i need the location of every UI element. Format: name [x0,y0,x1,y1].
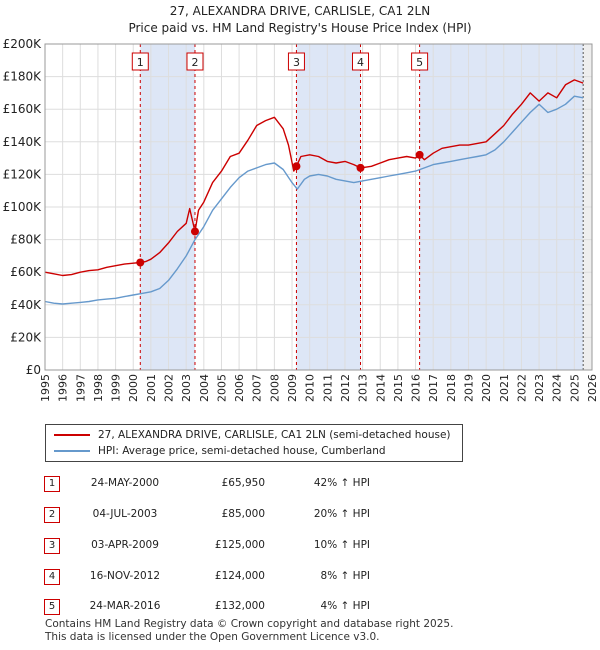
x-tick-label: 2006 [233,374,246,402]
sale-row: 1 24-MAY-2000 £65,950 42% ↑ HPI [0,474,600,494]
series-line-hpi [44,95,584,305]
sale-point [136,258,145,267]
sale-marker-label: 4 [357,56,364,69]
sale-row: 4 16-NOV-2012 £124,000 8% ↑ HPI [0,567,600,587]
x-tick-label: 2003 [180,374,193,402]
x-tick-label: 2019 [462,374,475,402]
footer-line1: Contains HM Land Registry data © Crown c… [45,618,454,630]
sale-price: £85,000 [221,508,265,520]
chart-legend: 27, ALEXANDRA DRIVE, CARLISLE, CA1 2LN (… [45,424,463,462]
y-tick-label: £40K [10,298,42,312]
sale-marker-box [351,52,369,71]
sale-number-badge: 5 [44,599,60,615]
sale-row: 3 03-APR-2009 £125,000 10% ↑ HPI [0,536,600,556]
x-tick-label: 2015 [392,374,405,402]
sale-date: 03-APR-2009 [91,539,159,551]
x-tick-label: 1996 [57,374,70,402]
sale-point [356,163,365,172]
y-tick-label: £100K [3,200,43,214]
sale-hpi-diff: 4% ↑ HPI [320,600,370,612]
sale-date: 16-NOV-2012 [89,570,161,582]
x-tick-label: 2024 [551,374,564,402]
x-tick-label: 2014 [374,374,387,402]
y-tick-label: £160K [3,102,43,116]
sale-point [415,150,424,159]
x-tick-label: 2012 [339,374,352,402]
x-tick-label: 2013 [357,374,370,402]
sale-marker-box [287,52,305,71]
x-tick-label: 2020 [480,374,493,402]
x-tick-label: 1995 [39,374,52,402]
x-tick-label: 2004 [198,374,211,402]
sale-price: £65,950 [221,477,265,489]
sale-number-badge: 2 [44,507,60,523]
x-tick-label: 1999 [110,374,123,402]
sale-point [190,227,199,236]
legend-item-hpi: HPI: Average price, semi-detached house,… [54,443,386,459]
x-tick-label: 2023 [533,374,546,402]
x-tick-label: 2002 [163,374,176,402]
y-tick-label: £60K [10,265,42,279]
legend-item-property: 27, ALEXANDRA DRIVE, CARLISLE, CA1 2LN (… [54,427,451,443]
x-tick-label: 2008 [268,374,281,402]
x-tick-label: 2021 [498,374,511,402]
sale-date: 24-MAY-2000 [90,477,160,489]
sale-number-badge: 3 [44,538,60,554]
x-tick-label: 1998 [92,374,105,402]
sale-number-badge: 4 [44,569,60,585]
x-tick-label: 2005 [215,374,228,402]
sale-price: £125,000 [214,539,265,551]
x-tick-label: 2018 [445,374,458,402]
x-tick-label: 2007 [251,374,264,402]
x-tick-label: 2022 [515,374,528,402]
legend-swatch-hpi [54,450,90,452]
x-tick-label: 1997 [74,374,87,402]
sale-marker-label: 2 [191,56,198,69]
x-tick-label: 2026 [586,374,599,402]
x-tick-label: 2010 [304,374,317,402]
x-tick-label: 2001 [145,374,158,402]
sale-number-badge: 1 [44,476,60,492]
sale-hpi-diff: 42% ↑ HPI [313,477,370,489]
sale-date: 24-MAR-2016 [89,600,161,612]
sale-hpi-diff: 20% ↑ HPI [313,508,370,520]
legend-label-hpi: HPI: Average price, semi-detached house,… [98,445,386,457]
sale-marker-label: 1 [137,56,144,69]
x-tick-label: 2000 [127,374,140,402]
chart-title-line2: Price paid vs. HM Land Registry's House … [128,21,472,35]
x-tick-label: 2025 [568,374,581,402]
y-tick-label: £20K [10,330,42,344]
chart-title-line1: 27, ALEXANDRA DRIVE, CARLISLE, CA1 2LN [169,4,431,18]
x-tick-label: 2009 [286,374,299,402]
sale-hpi-diff: 8% ↑ HPI [320,570,370,582]
sale-price: £124,000 [214,570,265,582]
sale-marker-box [186,52,204,71]
legend-label-property: 27, ALEXANDRA DRIVE, CARLISLE, CA1 2LN (… [98,429,451,441]
sale-marker-label: 3 [293,56,300,69]
price-chart: 1 2 3 4 5 £0 £20K £40K £60K £80K £100K £120K £140K £… [3,37,599,402]
footer-line2: This data is licensed under the Open Gov… [45,631,380,643]
chart-title: 27, ALEXANDRA DRIVE, CARLISLE, CA1 2LN P… [0,3,600,37]
y-tick-label: £180K [3,70,43,84]
y-tick-label: £0 [26,363,41,377]
sale-point [292,162,301,171]
sale-hpi-diff: 10% ↑ HPI [313,539,370,551]
footer-note: Contains HM Land Registry data © Crown c… [45,618,453,644]
sale-row: 5 24-MAR-2016 £132,000 4% ↑ HPI [0,597,600,617]
sale-row: 2 04-JUL-2003 £85,000 20% ↑ HPI [0,505,600,525]
y-tick-label: £200K [3,37,43,51]
sale-marker-box [131,52,149,71]
sale-price: £132,000 [214,600,265,612]
y-tick-label: £80K [10,233,42,247]
x-tick-label: 2017 [427,374,440,402]
y-tick-label: £120K [3,167,43,181]
sale-marker-box [411,52,429,71]
sale-date: 04-JUL-2003 [92,508,158,520]
plot-frame [44,43,593,371]
legend-swatch-property [54,434,90,436]
y-tick-label: £140K [3,135,43,149]
sale-marker-label: 5 [416,56,423,69]
x-tick-label: 2011 [321,374,334,402]
x-tick-label: 2016 [410,374,423,402]
